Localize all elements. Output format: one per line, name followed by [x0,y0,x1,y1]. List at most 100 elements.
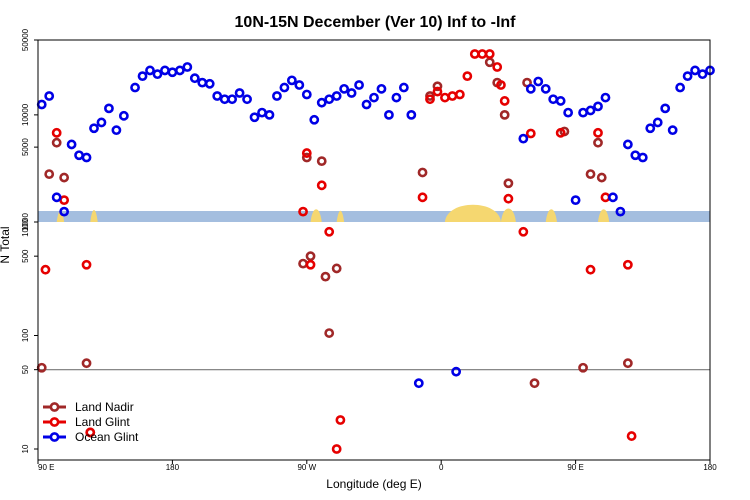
data-point [593,137,603,148]
land-region [336,210,345,222]
data-point [425,94,435,105]
series-ocean-glint [36,62,715,389]
data-point [369,92,379,103]
data-point [391,92,402,103]
data-point [600,92,611,103]
data-point [529,378,540,389]
legend-entry: Land Glint [43,415,130,429]
x-tick-label: 180 [166,463,180,472]
data-point [89,123,99,134]
x-tick-label: 90 W [297,463,316,472]
data-point [81,152,92,163]
data-point [454,89,465,100]
data-point [51,127,62,138]
data-point [376,83,387,94]
ocean-band [38,211,710,222]
data-point [279,82,290,93]
land-region [310,209,322,222]
data-point [339,83,350,94]
data-point [637,152,648,163]
data-point [578,362,588,373]
data-point [145,65,155,76]
data-point [499,109,510,120]
x-tick-label: 0 [439,463,444,472]
data-point [469,49,480,59]
data-point [406,109,417,120]
data-point [96,117,107,128]
data-point [36,99,47,110]
data-point [398,82,409,93]
y-axis-label: N Total [0,226,12,263]
data-point [242,94,252,105]
lower-y-tick-label: 1000 [21,219,30,237]
data-point [118,110,129,121]
data-point [257,107,267,118]
data-point [316,180,327,191]
data-point [81,259,92,270]
upper-y-tick-label: 10000 [21,103,30,126]
series-land-glint [40,49,637,454]
data-point [219,94,230,105]
data-point [492,62,503,72]
data-point [447,91,458,101]
land-region [90,210,98,222]
data-point [675,82,686,93]
data-point [622,259,633,270]
data-point [432,86,443,97]
legend-label: Land Glint [75,415,130,429]
lower-y-tick-label: 100 [21,328,30,342]
lower-y-tick-label: 500 [21,249,30,263]
data-point [309,114,320,125]
data-point [622,358,633,369]
land-region [500,208,516,222]
legend-marker [49,432,60,442]
data-point [160,65,170,76]
upper-y-tick-label: 5000 [21,138,30,156]
data-point [496,80,506,90]
data-point [331,444,342,454]
data-point [484,49,495,59]
data-point [518,133,529,144]
data-point [51,137,62,148]
data-point [417,167,428,178]
data-point [503,178,514,189]
data-point [331,263,342,274]
legend-label: Land Nadir [75,400,134,414]
data-point [622,139,633,150]
data-point [346,88,357,98]
legend-marker [49,402,60,412]
data-point [432,81,443,92]
data-point [578,107,588,118]
legend-label: Ocean Glint [75,430,139,444]
data-point [477,49,488,59]
data-point [234,88,245,98]
data-point [440,92,450,103]
data-point [298,206,308,217]
data-point [462,71,473,82]
data-point [40,264,51,275]
data-point [264,109,275,120]
data-point [174,65,185,76]
data-point [197,77,208,88]
data-point [630,150,641,161]
data-point [503,193,514,204]
lower-y-tick-label: 50 [21,365,30,374]
data-point [593,101,603,112]
data-point [555,96,566,106]
land-region [444,204,501,222]
data-point [249,112,260,123]
data-point [354,80,364,90]
x-axis: 90 E 180 90 W 0 90 E 180 [37,460,717,472]
data-point [667,125,678,136]
data-point [137,71,148,82]
data-point [525,83,536,94]
y-axis: 1000 5000 10000 50000 10 50 100 500 1000 [21,28,38,453]
plot-frame [37,39,711,461]
data-point [697,69,708,80]
data-point [585,105,596,116]
upper-y-tick-label: 1000 [21,213,30,231]
data-point [361,99,372,110]
data-point [626,431,637,441]
data-point [36,362,47,373]
data-point [690,65,700,76]
